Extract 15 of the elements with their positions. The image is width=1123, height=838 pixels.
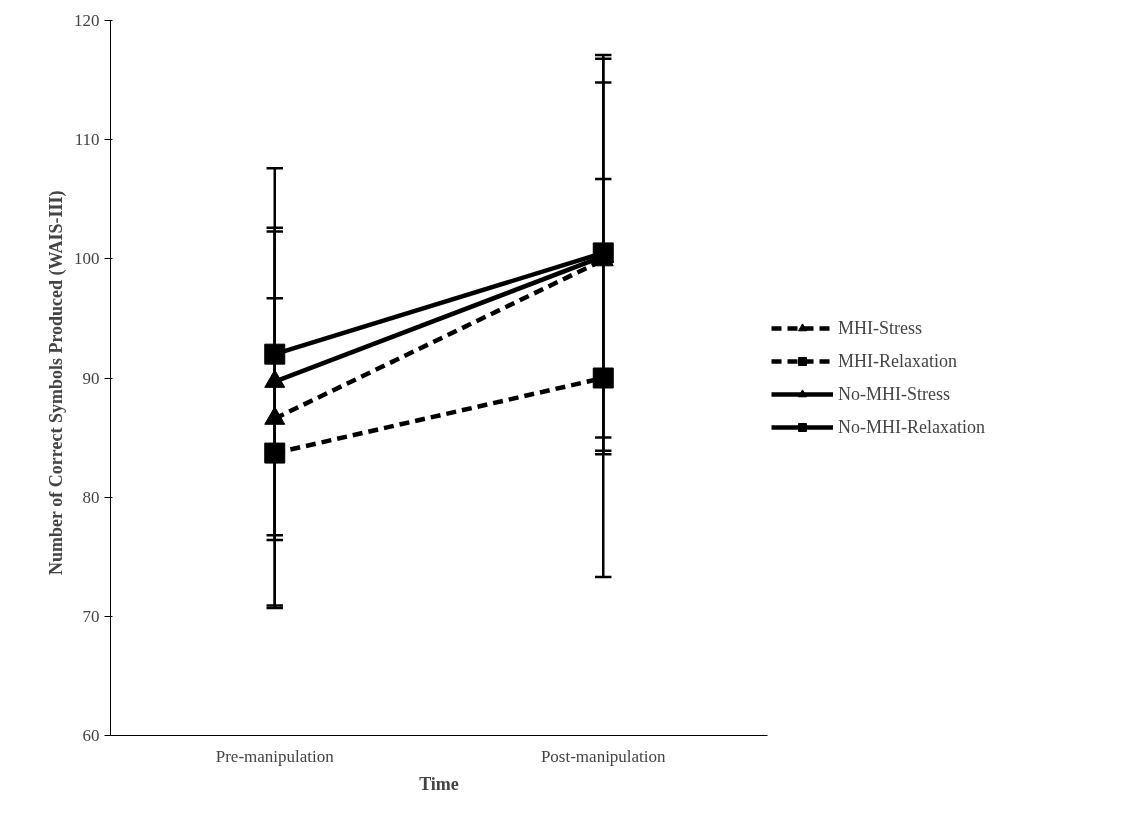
y-tick-label: 90 [82,368,100,388]
y-tick-label: 70 [82,606,100,626]
y-tick-label: 100 [74,249,100,269]
legend-label: MHI-Stress [838,317,922,339]
y-axis-title: Number of Correct Symbols Produced (WAIS-III) [46,190,67,575]
x-axis-title: Time [419,773,459,794]
y-tick-label: 120 [74,11,100,30]
y-tick-label: 80 [82,487,100,507]
legend-label: MHI-Relaxation [838,350,957,372]
x-tick-label: Pre-manipulation [215,746,335,766]
x-tick-label: Post-manipulation [540,746,667,766]
legend-label: No-MHI-Stress [838,383,950,405]
legend-label: No-MHI-Relaxation [838,416,985,438]
y-tick-label: 110 [74,130,100,150]
y-tick-label: 60 [82,726,100,745]
